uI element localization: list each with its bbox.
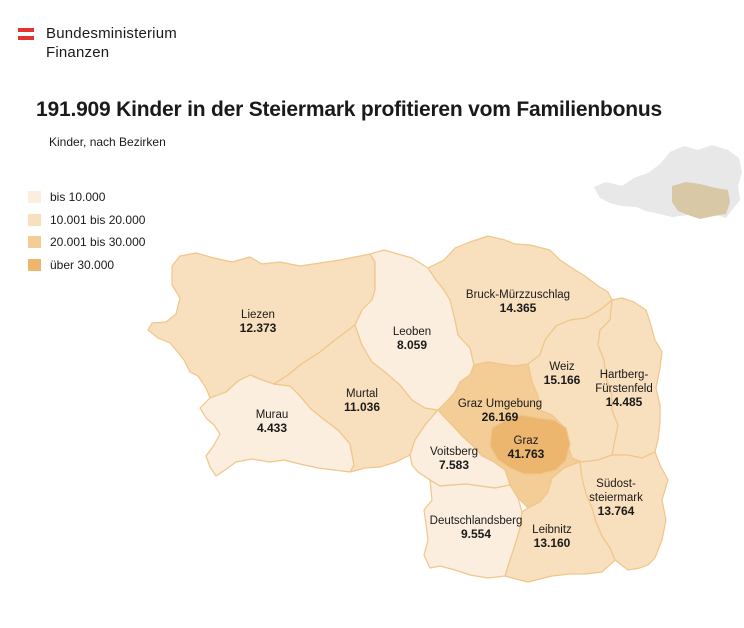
district-name-voitsberg: Voitsberg xyxy=(430,446,478,458)
legend-label-2: 10.001 bis 20.000 xyxy=(50,212,146,227)
district-name-grazumg: Graz Umgebung xyxy=(458,398,542,410)
district-value-murtal: 11.036 xyxy=(344,400,380,414)
district-leibnitz xyxy=(504,461,616,583)
district-name-suedost-2: steiermark xyxy=(589,492,643,504)
district-value-deutschlandsberg: 9.554 xyxy=(461,527,491,541)
district-name-murau: Murau xyxy=(256,409,289,421)
legend-swatch-3 xyxy=(28,236,41,248)
district-value-weiz: 15.166 xyxy=(544,373,581,387)
district-name-hartberg-2: Fürstenfeld xyxy=(595,383,653,395)
district-value-voitsberg: 7.583 xyxy=(439,458,469,472)
district-name-suedost-1: Südost- xyxy=(596,478,636,490)
district-name-weiz: Weiz xyxy=(549,361,575,373)
flag-stripe-red-top xyxy=(18,28,34,32)
district-name-bruck: Bruck-Mürzzuschlag xyxy=(466,289,570,301)
district-name-leoben: Leoben xyxy=(393,326,431,338)
district-value-leibnitz: 13.160 xyxy=(534,536,571,550)
district-value-liezen: 12.373 xyxy=(240,321,277,335)
page-subtitle: Kinder, nach Bezirken xyxy=(49,135,166,149)
district-value-graz: 41.763 xyxy=(508,447,545,461)
district-value-grazumg: 26.169 xyxy=(482,410,519,424)
ministry-name-line2: Finanzen xyxy=(46,44,110,61)
steiermark-highlight xyxy=(672,182,730,219)
district-suedoststeiermark xyxy=(579,451,669,571)
district-value-bruck: 14.365 xyxy=(500,301,537,315)
district-name-leibnitz: Leibnitz xyxy=(532,524,572,536)
austria-inset-map xyxy=(594,145,742,219)
district-name-liezen: Liezen xyxy=(241,309,275,321)
legend-swatch-1 xyxy=(28,191,41,203)
district-value-suedost: 13.764 xyxy=(598,504,635,518)
austrian-flag-icon xyxy=(18,28,34,40)
legend-label-3: 20.001 bis 30.000 xyxy=(50,235,146,249)
ministry-name-line1: Bundesministerium xyxy=(46,25,177,42)
district-graz xyxy=(489,414,571,475)
ministry-name: Bundesministerium Finanzen xyxy=(46,24,177,62)
district-name-graz: Graz xyxy=(514,435,539,447)
flag-stripe-red-bottom xyxy=(18,36,34,40)
district-name-murtal: Murtal xyxy=(346,388,378,400)
district-name-deutschlandsberg: Deutschlandsberg xyxy=(430,515,523,527)
flag-stripe-white xyxy=(18,32,34,36)
district-value-murau: 4.433 xyxy=(257,421,287,435)
page-title: 191.909 Kinder in der Steiermark profiti… xyxy=(36,98,662,121)
district-name-hartberg-1: Hartberg- xyxy=(600,369,649,381)
legend-swatch-4 xyxy=(28,258,41,271)
legend-swatch-2 xyxy=(28,213,41,226)
legend-label-1: bis 10.000 xyxy=(50,190,106,204)
legend-label-4: über 30.000 xyxy=(50,257,115,272)
district-value-leoben: 8.059 xyxy=(397,338,427,352)
district-value-hartberg: 14.485 xyxy=(606,395,643,409)
